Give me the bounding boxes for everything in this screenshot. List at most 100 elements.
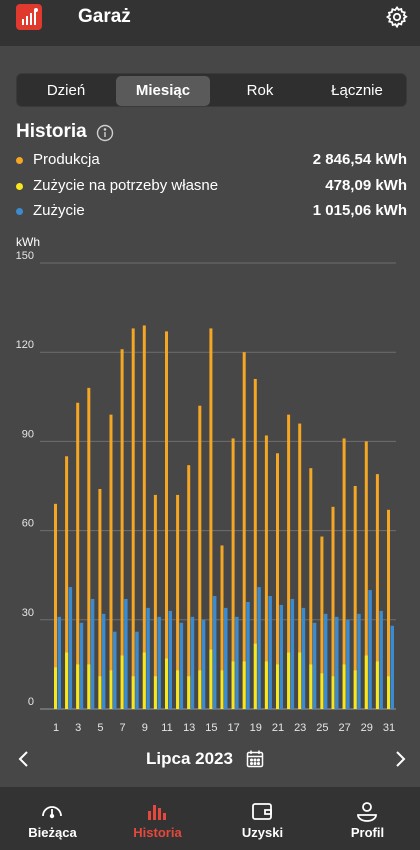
- bar-self-consumption: [387, 676, 390, 709]
- legend-value: 1 015,06 kWh: [312, 202, 407, 219]
- bar-self-consumption: [209, 649, 213, 709]
- bar-production: [309, 468, 313, 709]
- bar-consumption: [246, 601, 250, 709]
- bar-consumption: [90, 598, 95, 709]
- bar-production: [331, 506, 335, 709]
- bar-consumption: [379, 610, 383, 709]
- bar-self-consumption: [65, 652, 69, 709]
- bar-production: [87, 387, 91, 709]
- bar-consumption: [79, 622, 84, 709]
- bar-production: [276, 453, 279, 709]
- bar-self-consumption: [364, 655, 368, 709]
- bar-self-consumption: [87, 664, 91, 709]
- bar-consumption: [168, 610, 172, 709]
- section-title: Historia: [16, 121, 87, 142]
- bar-consumption: [212, 596, 217, 709]
- bar-self-consumption: [120, 655, 124, 709]
- month-navigation: Lipca 2023: [0, 744, 420, 774]
- bar-consumption: [124, 598, 128, 709]
- bar-self-consumption: [320, 673, 324, 709]
- bar-consumption: [268, 596, 272, 709]
- chevron-right-icon[interactable]: [390, 748, 410, 770]
- x-tick-label: 13: [183, 722, 195, 734]
- tab-month[interactable]: Miesiąc: [116, 76, 210, 106]
- bar-self-consumption: [253, 643, 257, 709]
- wallet-icon: [250, 799, 274, 823]
- calendar-icon[interactable]: [245, 749, 265, 769]
- bar-production: [342, 438, 346, 709]
- bar-consumption: [279, 604, 283, 709]
- bar-self-consumption: [264, 661, 268, 709]
- bar-consumption: [68, 587, 73, 709]
- bar-self-consumption: [131, 676, 135, 709]
- x-tick-label: 1: [53, 722, 59, 734]
- nav-item-history[interactable]: Historia: [105, 787, 210, 850]
- bar-consumption: [157, 616, 161, 709]
- bar-self-consumption: [153, 676, 157, 709]
- legend-dot: [16, 183, 23, 190]
- bar-consumption: [346, 619, 350, 709]
- month-label[interactable]: Lipca 2023: [146, 749, 233, 768]
- bar-self-consumption: [287, 652, 291, 709]
- nav-item-current[interactable]: Bieżąca: [0, 787, 105, 850]
- bar-consumption: [390, 625, 394, 709]
- bar-consumption: [135, 631, 139, 709]
- bar-self-consumption: [109, 670, 113, 709]
- bar-consumption: [201, 619, 206, 709]
- bar-production: [54, 503, 57, 709]
- bar-production: [220, 545, 224, 709]
- bar-self-consumption: [176, 670, 180, 709]
- bar-production: [231, 438, 235, 709]
- x-tick-label: 27: [338, 722, 350, 734]
- nav-item-earnings[interactable]: Uzyski: [210, 787, 315, 850]
- bar-self-consumption: [231, 661, 235, 709]
- bar-production: [153, 494, 157, 709]
- bar-production: [76, 402, 80, 709]
- bar-production: [142, 325, 146, 709]
- bar-production: [65, 456, 69, 709]
- x-tick-label: 3: [75, 722, 81, 734]
- bar-production: [120, 349, 124, 709]
- bar-self-consumption: [54, 667, 57, 709]
- bar-self-consumption: [298, 652, 302, 709]
- bar-production: [165, 331, 168, 709]
- bar-production: [131, 328, 135, 709]
- bar-consumption: [179, 622, 184, 709]
- bar-self-consumption: [98, 676, 102, 709]
- bar-production: [298, 423, 302, 709]
- legend-value: 478,09 kWh: [325, 177, 407, 194]
- gauge-icon: [40, 799, 64, 823]
- x-tick-label: 31: [383, 722, 395, 734]
- bar-production: [264, 435, 268, 709]
- bar-consumption: [146, 607, 150, 709]
- bar-production: [387, 509, 390, 709]
- tab-year[interactable]: Rok: [246, 82, 274, 99]
- profile-icon: [355, 799, 379, 823]
- bar-consumption: [257, 587, 261, 709]
- bar-production: [198, 405, 202, 709]
- x-tick-label: 9: [142, 722, 148, 734]
- nav-label: Uzyski: [241, 825, 284, 840]
- tab-day[interactable]: Dzień: [46, 82, 86, 99]
- legend-label: Produkcja: [33, 151, 100, 168]
- gear-icon[interactable]: [385, 5, 409, 29]
- chevron-left-icon[interactable]: [14, 748, 34, 770]
- x-tick-label: 29: [361, 722, 373, 734]
- bar-consumption: [190, 616, 195, 709]
- bar-self-consumption: [242, 661, 246, 709]
- bar-consumption: [335, 616, 339, 709]
- bar-consumption: [113, 631, 117, 709]
- x-tick-label: 17: [227, 722, 239, 734]
- info-icon[interactable]: [96, 124, 114, 142]
- bar-production: [98, 488, 102, 709]
- tab-total[interactable]: Łącznie: [331, 82, 383, 99]
- bar-consumption: [101, 613, 106, 709]
- y-tick-label: 0: [28, 696, 34, 708]
- bar-production: [187, 465, 191, 709]
- bar-self-consumption: [220, 670, 224, 709]
- bar-self-consumption: [198, 670, 202, 709]
- y-tick-label: 30: [22, 607, 34, 619]
- nav-item-profile[interactable]: Profil: [315, 787, 420, 850]
- bar-production: [287, 414, 291, 709]
- x-tick-label: 5: [97, 722, 103, 734]
